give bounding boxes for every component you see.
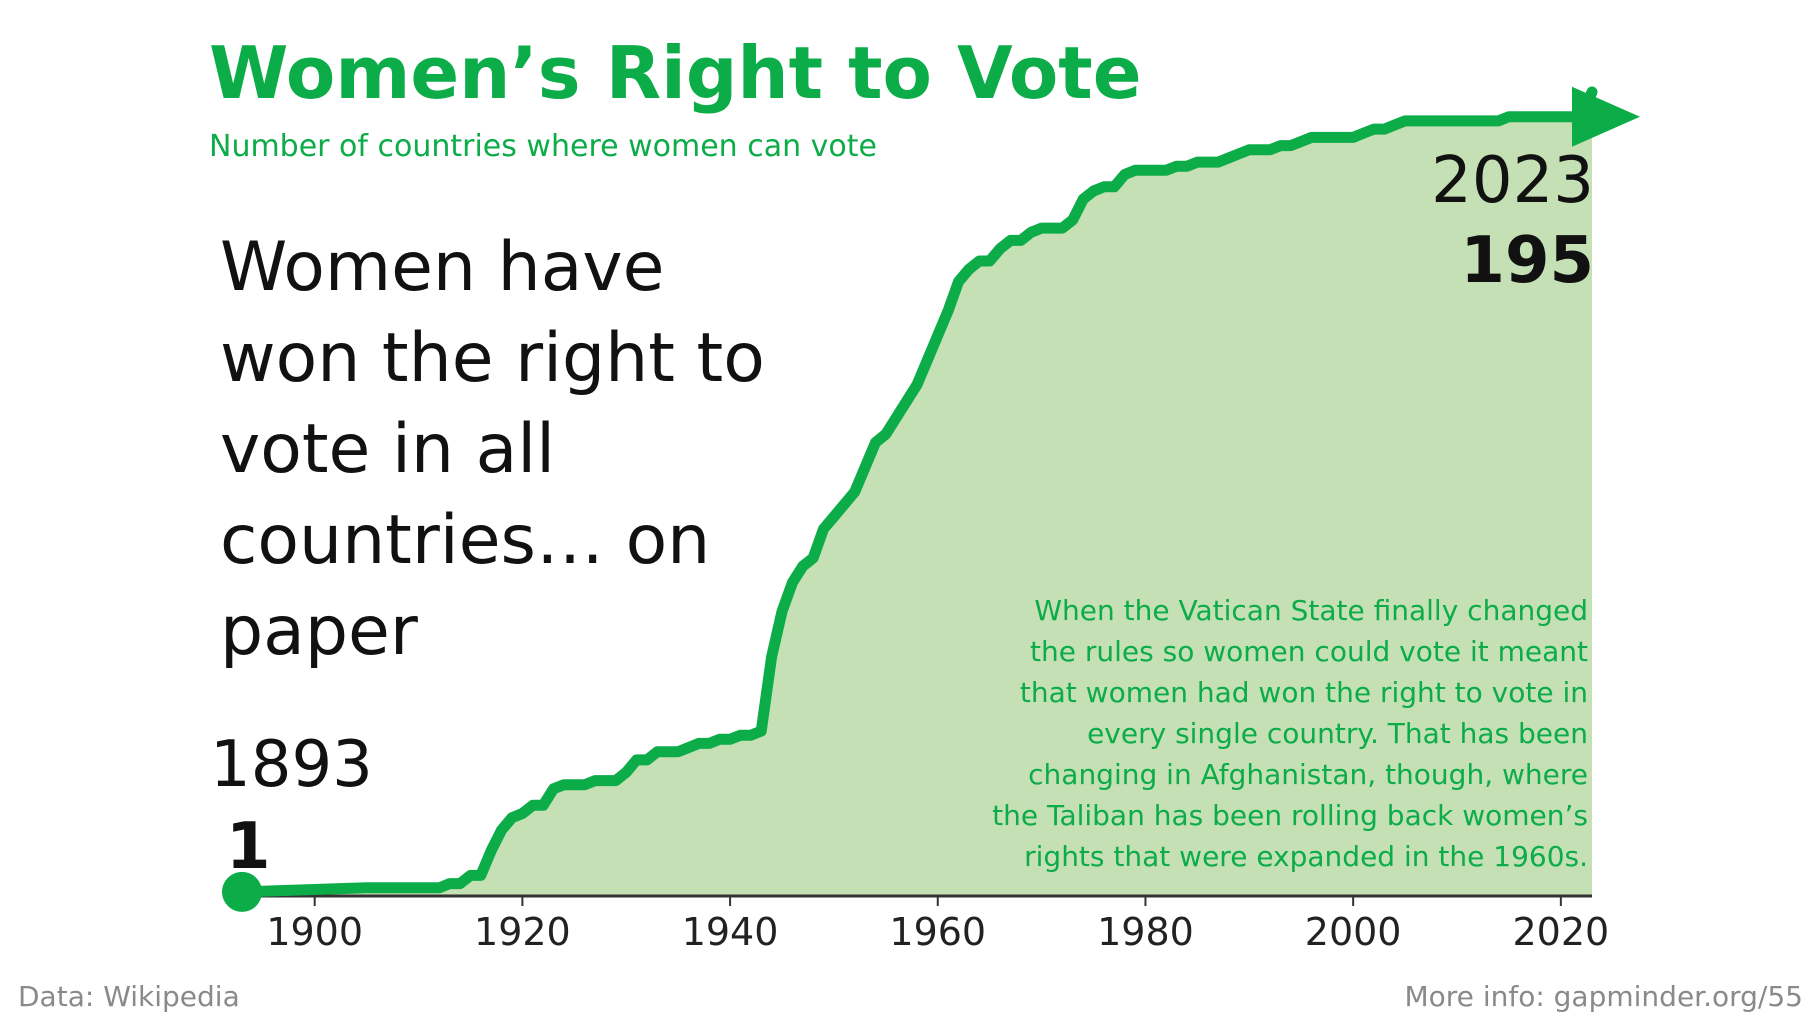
more-info-link[interactable]: More info: gapminder.org/55 [1405, 980, 1804, 1013]
series-line [236, 86, 1598, 898]
headline: Women have won the right to vote in all … [220, 228, 765, 671]
headline-line-1: Women have [220, 228, 665, 307]
area-fill [242, 92, 1592, 896]
note-line-2: the rules so women could vote it meant [1030, 635, 1588, 668]
x-tick-label: 1900 [266, 910, 363, 954]
end-arrow-marker [1572, 86, 1640, 147]
x-tick-label: 1960 [889, 910, 986, 954]
note-line-1: When the Vatican State finally changed [1034, 594, 1588, 627]
x-tick-label: 2000 [1305, 910, 1402, 954]
note-line-7: rights that were expanded in the 1960s. [1024, 840, 1588, 873]
headline-line-3: vote in all [220, 410, 555, 489]
chart-title: Women’s Right to Vote [209, 31, 1142, 115]
end-year-label: 2023 [1431, 144, 1594, 218]
note-line-5: changing in Afghanistan, though, where [1028, 758, 1588, 791]
x-axis-ticks: 1900 1920 1940 1960 1980 2000 2020 [266, 896, 1609, 954]
end-value-label: 195 [1460, 224, 1594, 298]
x-tick-label: 1940 [682, 910, 779, 954]
x-tick-label: 2020 [1512, 910, 1609, 954]
chart-subtitle: Number of countries where women can vote [209, 129, 877, 164]
headline-line-4: countries… on [220, 501, 710, 580]
annotation-note: When the Vatican State finally changed t… [992, 594, 1588, 873]
source-note: Data: Wikipedia [18, 980, 240, 1013]
note-line-6: the Taliban has been rolling back women’… [992, 799, 1588, 832]
start-value-label: 1 [226, 810, 271, 884]
headline-line-2: won the right to [220, 319, 765, 398]
note-line-4: every single country. That has been [1087, 717, 1588, 750]
x-tick-label: 1980 [1097, 910, 1194, 954]
start-year-label: 1893 [210, 728, 373, 802]
start-point-marker [222, 871, 262, 912]
note-line-3: that women had won the right to vote in [1020, 676, 1588, 709]
headline-line-5: paper [220, 592, 418, 671]
x-tick-label: 1920 [474, 910, 571, 954]
